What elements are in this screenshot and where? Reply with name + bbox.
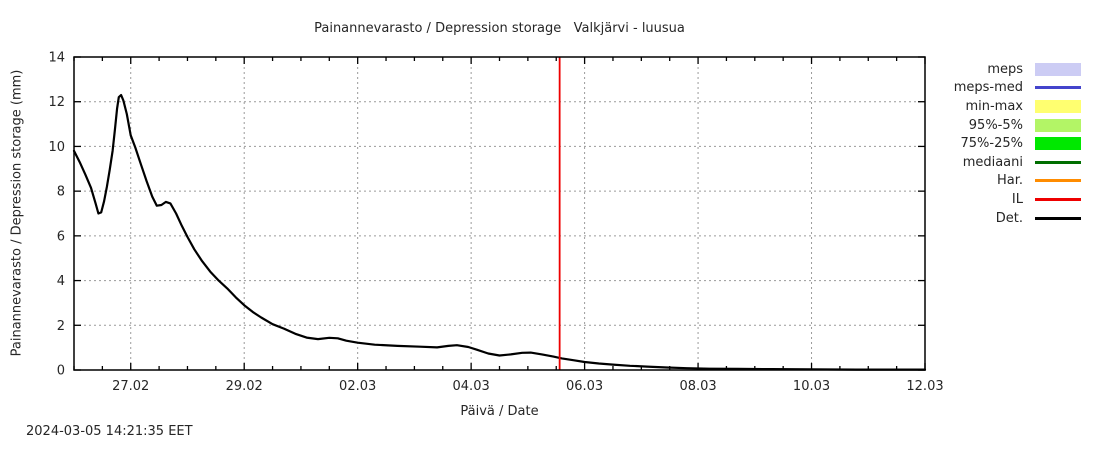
legend-label: Det. bbox=[995, 210, 1023, 226]
axis-ticks bbox=[73, 56, 926, 371]
y-tick-label: 2 bbox=[57, 319, 65, 334]
legend-swatch-line bbox=[1035, 197, 1081, 201]
legend: meps meps-med min-max 95%-5% 75%-25% mediaani… bbox=[851, 60, 1081, 227]
legend-label: 95%-5% bbox=[968, 117, 1023, 133]
legend-label: meps-med bbox=[953, 80, 1023, 96]
legend-item-mediaani: mediaani bbox=[851, 153, 1081, 172]
y-tick-label: 12 bbox=[48, 95, 65, 110]
legend-item-har-: Har. bbox=[851, 172, 1081, 191]
legend-swatch-line bbox=[1035, 86, 1081, 90]
legend-swatch-band bbox=[1035, 99, 1081, 113]
legend-item-95-5-: 95%-5% bbox=[851, 116, 1081, 135]
legend-label: min-max bbox=[965, 98, 1023, 114]
legend-item-meps: meps bbox=[851, 60, 1081, 79]
y-tick-label: 0 bbox=[57, 364, 65, 379]
y-tick-label: 14 bbox=[48, 51, 65, 66]
legend-swatch-band bbox=[1035, 118, 1081, 132]
plot-border bbox=[73, 56, 926, 371]
legend-item-75-25-: 75%-25% bbox=[851, 134, 1081, 153]
legend-item-il: IL bbox=[851, 190, 1081, 209]
chart-title: Painannevarasto / Depression storage Val… bbox=[314, 21, 685, 36]
x-tick-label: 29.02 bbox=[226, 379, 263, 394]
legend-swatch-band bbox=[1035, 137, 1081, 151]
gridlines bbox=[74, 57, 925, 370]
legend-item-min-max: min-max bbox=[851, 97, 1081, 116]
x-tick-label: 02.03 bbox=[339, 379, 376, 394]
legend-label: Har. bbox=[996, 173, 1023, 189]
legend-swatch-band bbox=[1035, 62, 1081, 76]
legend-swatch-line bbox=[1035, 160, 1081, 164]
x-tick-label: 12.03 bbox=[906, 379, 943, 394]
x-axis-title: Päivä / Date bbox=[460, 404, 539, 419]
legend-label: meps bbox=[987, 61, 1023, 77]
x-tick-label: 10.03 bbox=[793, 379, 830, 394]
legend-swatch-line bbox=[1035, 179, 1081, 183]
y-tick-label: 4 bbox=[57, 274, 65, 289]
legend-label: mediaani bbox=[962, 154, 1023, 170]
x-tick-label: 06.03 bbox=[566, 379, 603, 394]
legend-item-meps-med: meps-med bbox=[851, 79, 1081, 98]
y-tick-label: 10 bbox=[48, 140, 65, 155]
x-tick-label: 27.02 bbox=[112, 379, 149, 394]
legend-swatch-line bbox=[1035, 216, 1081, 220]
x-tick-label: 04.03 bbox=[453, 379, 490, 394]
legend-label: IL bbox=[1011, 191, 1023, 207]
legend-label: 75%-25% bbox=[960, 136, 1023, 152]
timestamp: 2024-03-05 14:21:35 EET bbox=[26, 424, 193, 439]
y-tick-label: 8 bbox=[57, 185, 65, 200]
tick-labels: 27.02 29.02 02.03 04.03 06.03 08.03 10.03 12.03… bbox=[48, 51, 943, 395]
x-tick-label: 08.03 bbox=[679, 379, 716, 394]
y-tick-label: 6 bbox=[57, 229, 65, 244]
det-curve bbox=[72, 93, 927, 371]
legend-item-det-: Det. bbox=[851, 209, 1081, 228]
